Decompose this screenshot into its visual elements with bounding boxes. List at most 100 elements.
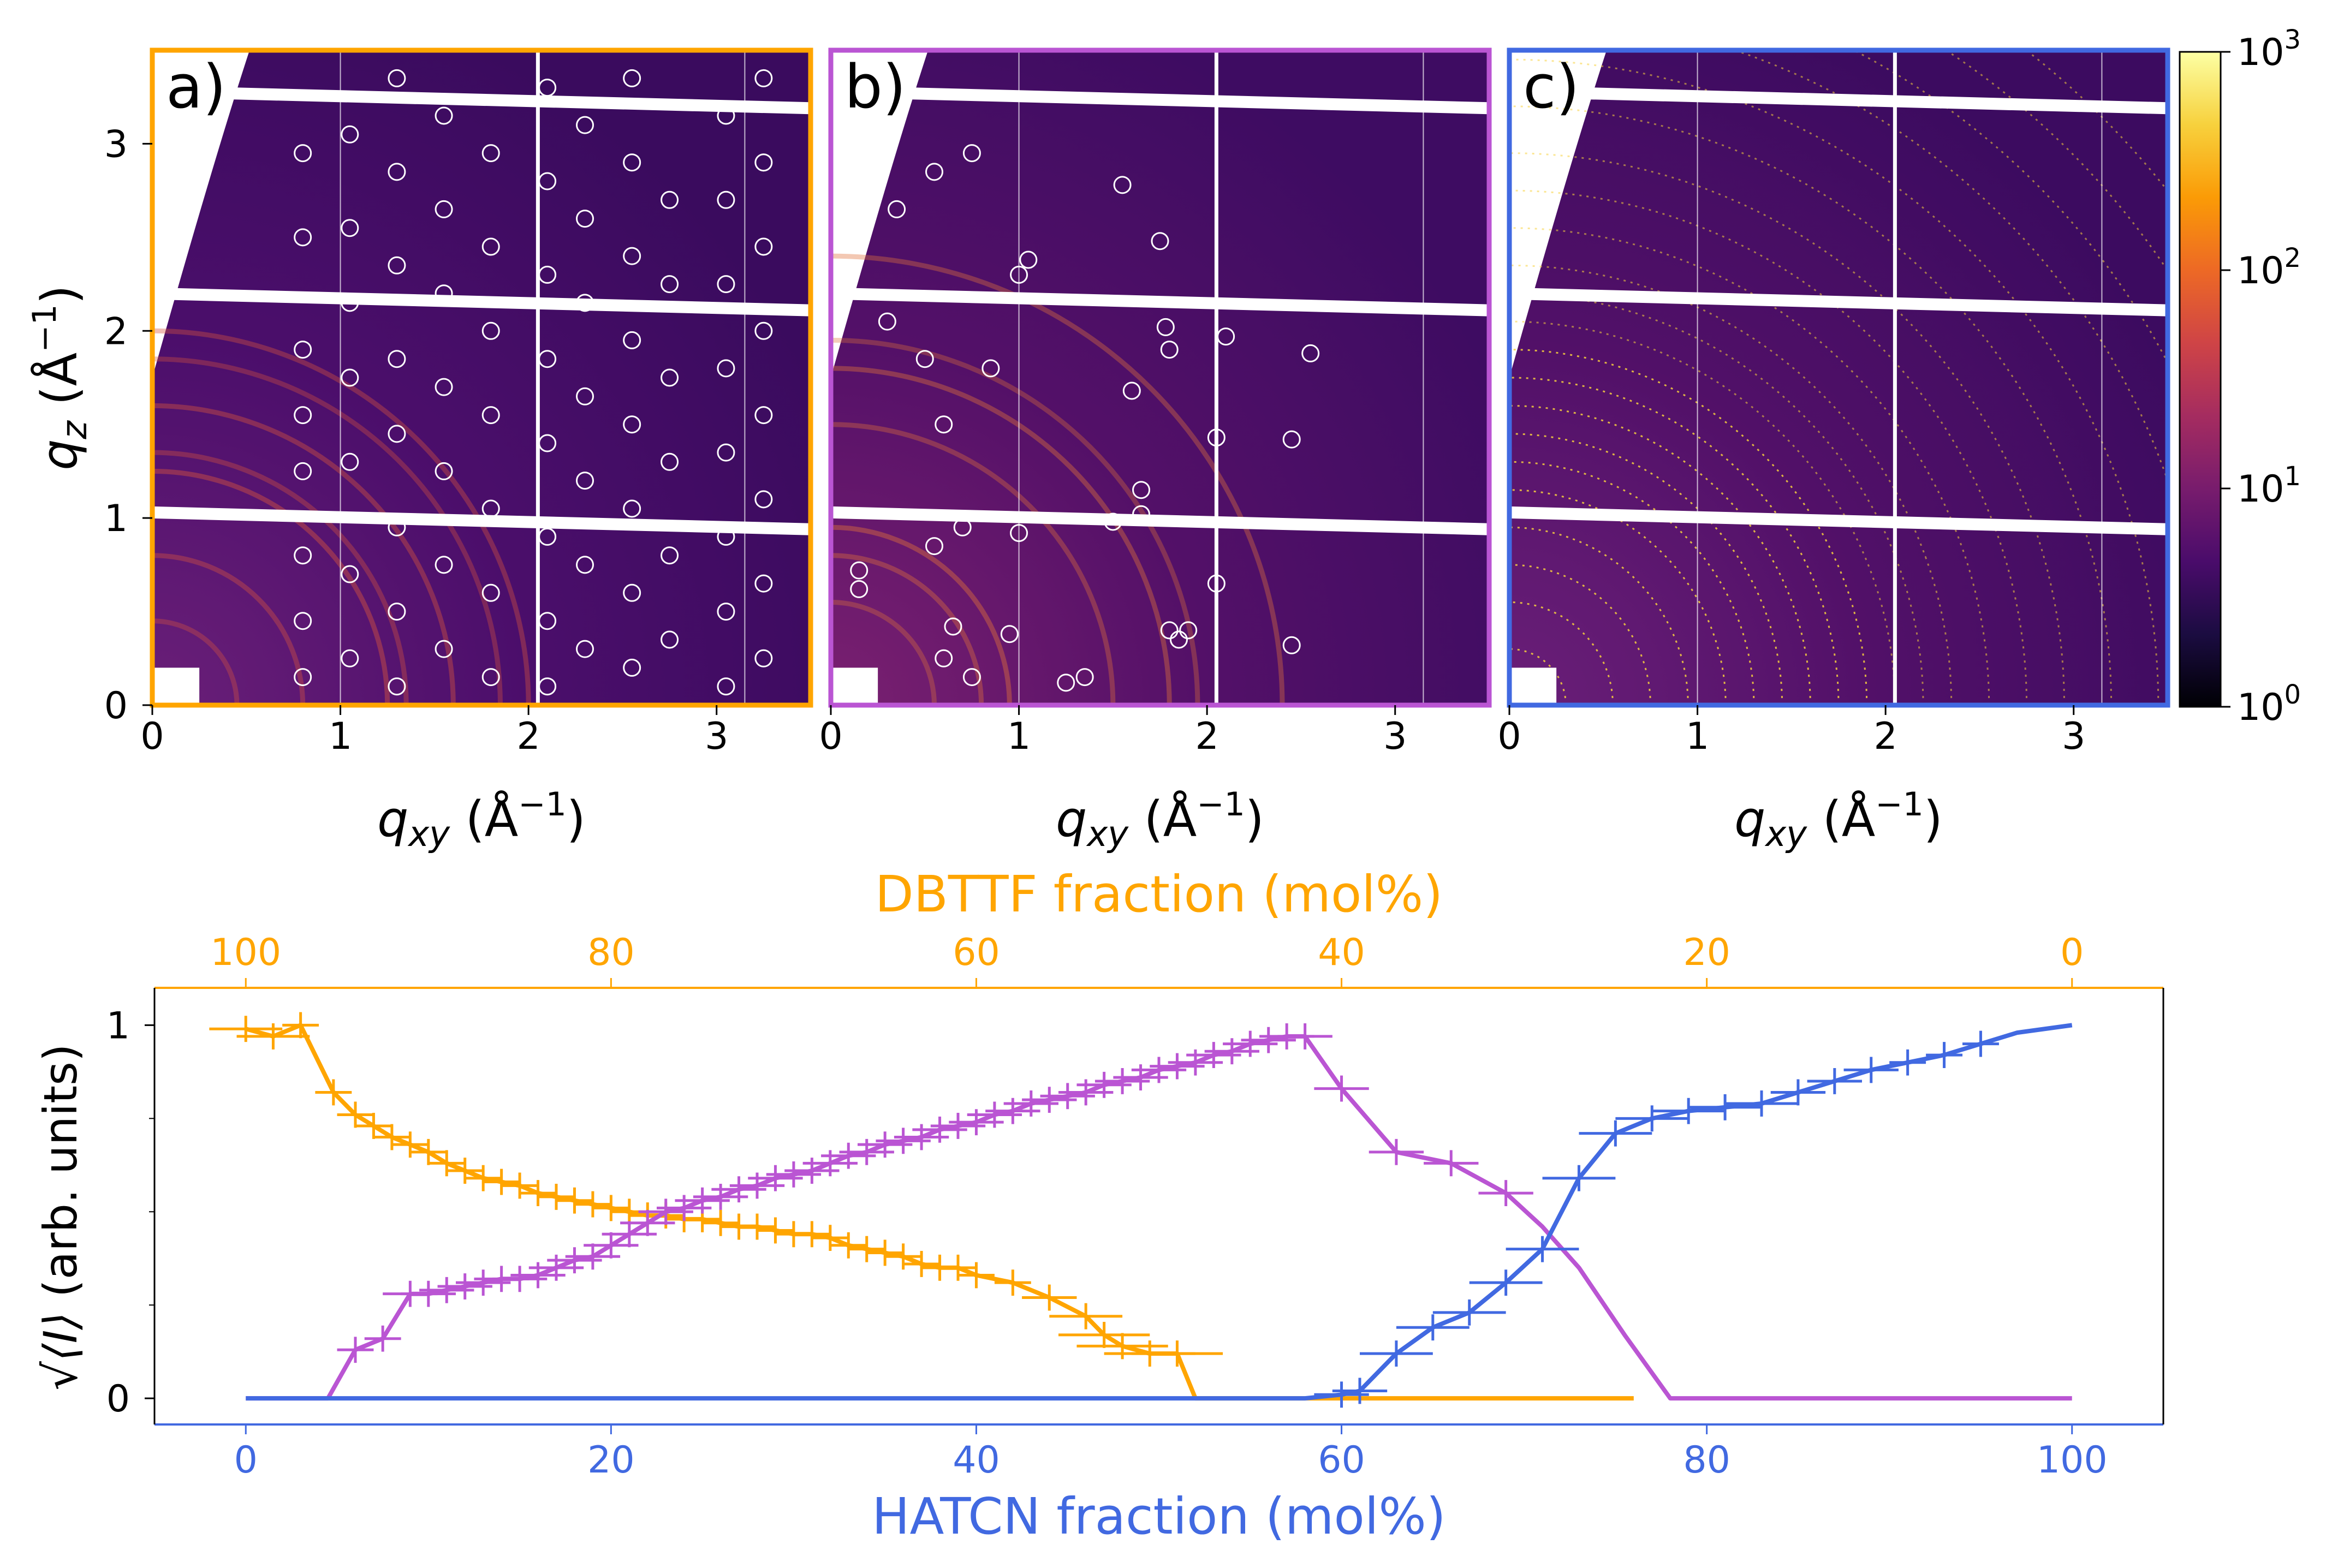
bragg-marker <box>294 612 312 630</box>
giwaxs-panel-b: b) 0 1 2 3 qxy (Å−1) <box>819 47 1492 855</box>
bragg-marker <box>944 617 962 636</box>
bragg-marker <box>388 518 406 536</box>
bragg-marker <box>717 190 735 209</box>
bragg-marker <box>878 312 896 331</box>
bragg-marker <box>294 546 312 565</box>
detector-gap <box>1509 506 2168 535</box>
x-tick-label: 1 <box>329 715 352 758</box>
bragg-marker <box>850 561 868 580</box>
bragg-marker <box>294 668 312 687</box>
bragg-marker <box>388 677 406 696</box>
bragg-marker <box>1010 524 1028 542</box>
x-tick-label: 0 <box>1497 715 1521 758</box>
diffraction-ring <box>1509 152 2065 705</box>
bragg-marker <box>981 359 1000 378</box>
bragg-marker <box>1104 512 1122 531</box>
bragg-marker <box>481 668 500 687</box>
panel-label: a) <box>166 52 226 122</box>
bragg-marker <box>925 537 944 556</box>
bragg-marker <box>294 228 312 247</box>
bragg-marker <box>925 163 944 181</box>
bottom-tick-label: 60 <box>1318 1439 1365 1482</box>
bragg-marker <box>623 658 641 677</box>
beamstop <box>831 667 878 705</box>
bragg-marker <box>1019 251 1038 269</box>
top-tick-label: 100 <box>210 931 281 974</box>
bragg-marker <box>294 406 312 425</box>
bragg-marker <box>1156 318 1175 336</box>
bragg-marker <box>435 106 453 125</box>
bragg-marker <box>388 350 406 368</box>
bragg-marker <box>1113 176 1132 194</box>
x-tick-label: 1 <box>1686 715 1709 758</box>
top-tick-label: 20 <box>1683 931 1730 974</box>
bragg-marker <box>1132 481 1151 499</box>
x-tick-label: 3 <box>2062 715 2085 758</box>
bragg-marker <box>1207 574 1226 593</box>
bragg-marker <box>435 462 453 480</box>
bragg-marker <box>576 210 594 228</box>
bragg-marker <box>1122 381 1141 400</box>
bragg-marker <box>538 79 557 97</box>
bragg-marker <box>623 247 641 265</box>
detector-area <box>152 50 811 705</box>
panel-frame <box>828 47 1492 708</box>
beamstop <box>152 667 200 705</box>
bragg-marker <box>754 649 773 667</box>
bragg-marker <box>576 640 594 658</box>
bottom-tick-label: 0 <box>234 1439 258 1482</box>
diffraction-ring <box>831 599 937 705</box>
bragg-marker <box>1169 630 1188 649</box>
bragg-marker <box>435 640 453 658</box>
x-tick-label: 3 <box>705 715 728 758</box>
colorbar-tick-label: 103 <box>2237 25 2301 74</box>
bragg-marker <box>623 415 641 434</box>
bragg-marker <box>576 116 594 134</box>
diffraction-ring <box>1509 105 2113 705</box>
colorbar: 103 102 101 100 <box>2179 25 2301 729</box>
diffraction-ring <box>831 337 1200 705</box>
bragg-marker <box>388 425 406 443</box>
bragg-marker <box>623 69 641 87</box>
diffraction-ring <box>1509 648 1567 705</box>
diffraction-ring <box>152 356 503 705</box>
bragg-marker <box>888 200 906 218</box>
bragg-marker <box>717 677 735 696</box>
y-tick-label: 1 <box>106 1004 130 1047</box>
diffraction-ring <box>1509 377 1840 705</box>
bragg-marker <box>661 368 679 387</box>
colorbar-tick-label: 100 <box>2237 679 2301 729</box>
diffraction-ring <box>1509 320 1896 705</box>
x-tick-label: 2 <box>1874 715 1897 758</box>
diffraction-ring <box>1509 489 1727 705</box>
bragg-marker <box>538 434 557 452</box>
bragg-marker <box>538 612 557 630</box>
bragg-marker <box>294 341 312 359</box>
bottom-tick-label: 100 <box>2037 1439 2108 1482</box>
bragg-marker <box>1282 430 1301 449</box>
bragg-marker <box>538 677 557 696</box>
bragg-marker <box>341 368 359 387</box>
colorbar-tick-label: 102 <box>2237 243 2301 293</box>
panel-label: b) <box>844 52 906 122</box>
bragg-marker <box>481 144 500 163</box>
bragg-marker <box>1160 341 1179 359</box>
giwaxs-panel-c: c) 0 1 2 3 qxy (Å−1) <box>1497 47 2170 855</box>
bragg-marker <box>754 237 773 256</box>
bragg-marker <box>623 499 641 518</box>
bragg-marker <box>717 275 735 294</box>
diffraction-ring <box>152 328 531 705</box>
bragg-marker <box>341 565 359 583</box>
x-tick-label: 0 <box>140 715 164 758</box>
y-tick-label: 0 <box>106 1378 130 1421</box>
bragg-marker <box>341 294 359 312</box>
detector-area <box>1509 50 2168 705</box>
series-mixed-phase <box>246 1023 2072 1401</box>
bragg-marker <box>1000 625 1019 643</box>
top-tick-label: 60 <box>953 931 1000 974</box>
bragg-marker <box>294 144 312 163</box>
detector-gap <box>1509 287 2168 317</box>
detector-gap <box>152 85 811 115</box>
diffraction-ring <box>152 553 306 705</box>
bragg-marker <box>661 630 679 649</box>
